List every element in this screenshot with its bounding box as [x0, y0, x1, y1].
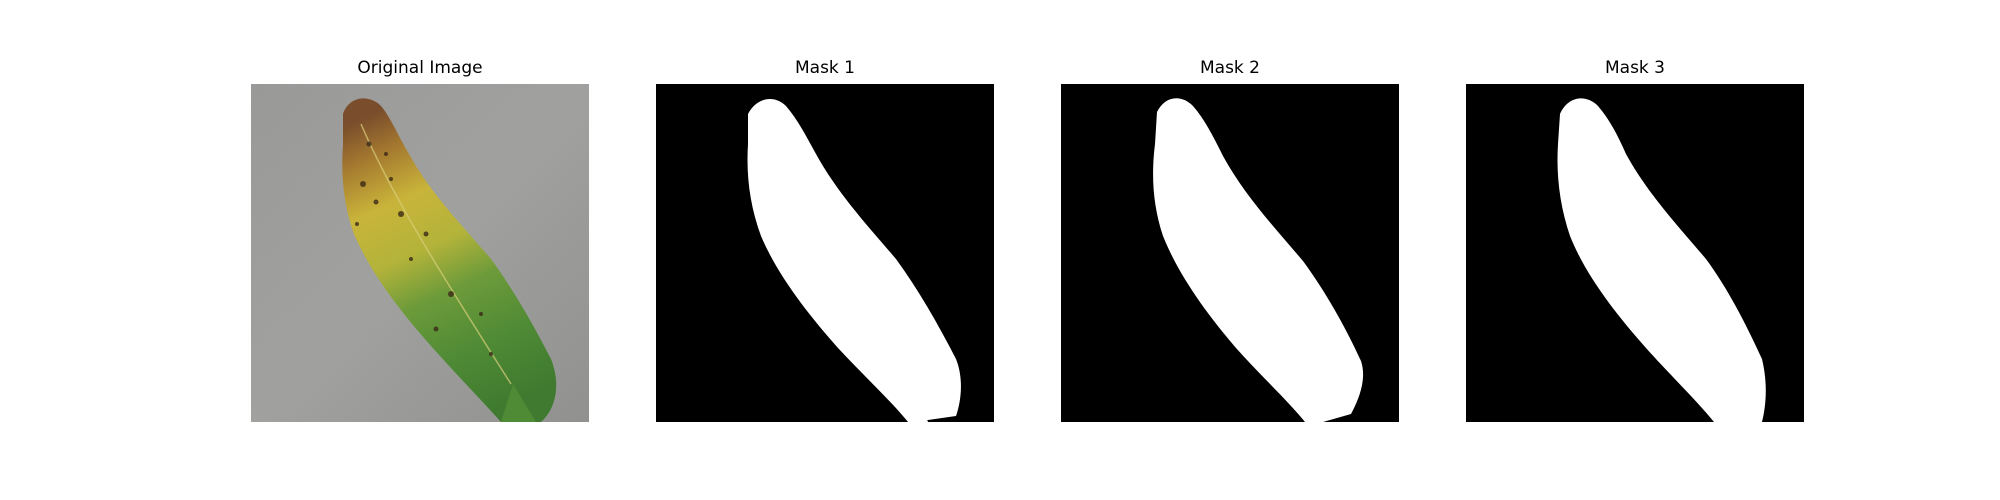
mask-3-panel: Mask 3: [1466, 0, 1804, 500]
leaf-tip: [501, 384, 536, 422]
panel-title-mask-2: Mask 2: [1199, 58, 1260, 78]
mask-region: [1557, 98, 1766, 422]
leaf-midrib: [360, 123, 512, 385]
mask-fragment: [914, 402, 928, 422]
mask-3-image: [1466, 84, 1804, 422]
leaf-spots: [355, 141, 493, 356]
original-image-panel: Original Image: [251, 0, 589, 500]
panel-title-original-image: Original Image: [357, 58, 483, 78]
mask-region: [1153, 98, 1364, 422]
mask-2-image: [1061, 84, 1399, 422]
mask-1-panel: Mask 1: [656, 0, 994, 500]
leaf: [342, 98, 557, 422]
mask-1-image: [656, 84, 994, 422]
mask-2-panel: Mask 2: [1061, 0, 1399, 500]
original-image: [251, 84, 589, 422]
panel-title-mask-3: Mask 3: [1604, 58, 1665, 78]
mask-region: [747, 99, 961, 422]
panel-title-mask-1: Mask 1: [794, 58, 855, 78]
